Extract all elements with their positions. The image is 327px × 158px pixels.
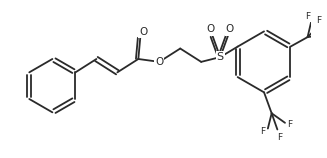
Text: O: O <box>155 57 164 67</box>
Text: O: O <box>226 24 234 34</box>
Text: S: S <box>217 52 224 62</box>
Text: F: F <box>317 16 321 25</box>
Text: F: F <box>305 12 310 21</box>
Text: F: F <box>261 127 266 136</box>
Text: F: F <box>326 31 327 40</box>
Text: F: F <box>287 120 292 129</box>
Text: F: F <box>277 133 282 142</box>
Text: O: O <box>207 24 215 34</box>
Text: O: O <box>139 27 147 37</box>
